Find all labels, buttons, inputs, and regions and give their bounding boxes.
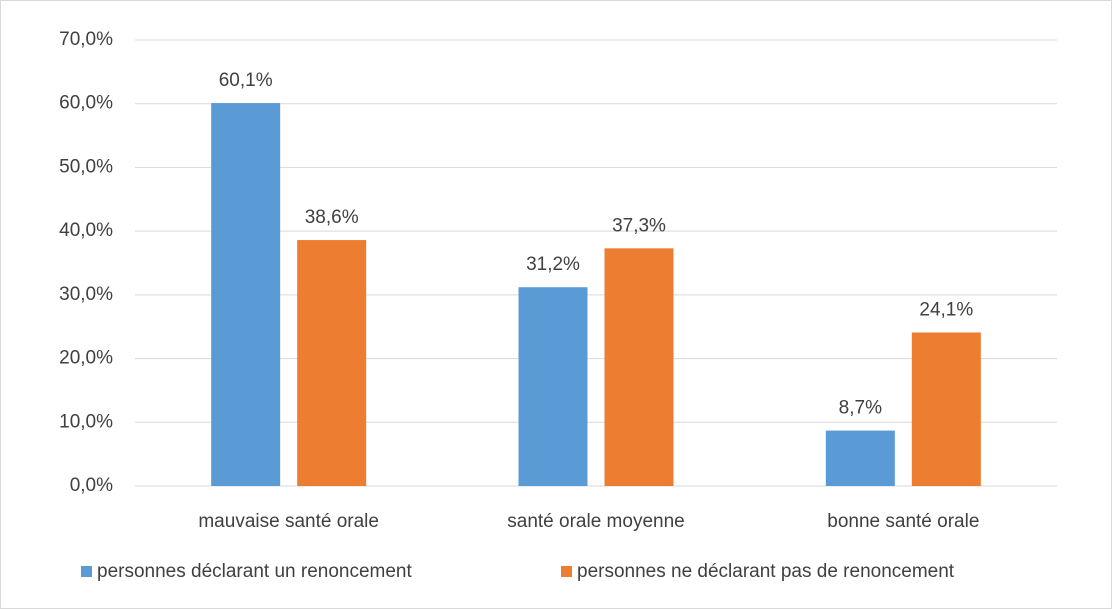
legend-swatch xyxy=(81,566,92,577)
data-label: 24,1% xyxy=(919,299,973,320)
data-label: 38,6% xyxy=(305,207,359,228)
data-label: 8,7% xyxy=(839,398,882,419)
bar xyxy=(911,332,981,486)
bar xyxy=(211,103,281,486)
legend-label: personnes ne déclarant pas de renoncemen… xyxy=(577,561,955,582)
bar xyxy=(297,240,367,486)
legend-label: personnes déclarant un renoncement xyxy=(97,561,412,582)
y-tick-label: 30,0% xyxy=(59,284,113,305)
bar xyxy=(825,430,895,486)
x-tick-label: santé orale moyenne xyxy=(507,511,684,532)
y-tick-label: 0,0% xyxy=(70,475,113,496)
y-tick-label: 50,0% xyxy=(59,156,113,177)
x-tick-label: bonne santé orale xyxy=(827,511,979,532)
bar xyxy=(518,287,588,486)
x-tick-label: mauvaise santé orale xyxy=(198,511,379,532)
data-label: 31,2% xyxy=(526,254,580,275)
data-label: 60,1% xyxy=(219,70,273,91)
y-tick-label: 20,0% xyxy=(59,348,113,369)
data-label: 37,3% xyxy=(612,215,666,236)
legend-swatch xyxy=(561,566,572,577)
y-tick-label: 60,0% xyxy=(59,93,113,114)
y-tick-label: 40,0% xyxy=(59,220,113,241)
y-tick-label: 10,0% xyxy=(59,411,113,432)
y-tick-label: 70,0% xyxy=(59,29,113,50)
bar xyxy=(604,248,674,486)
